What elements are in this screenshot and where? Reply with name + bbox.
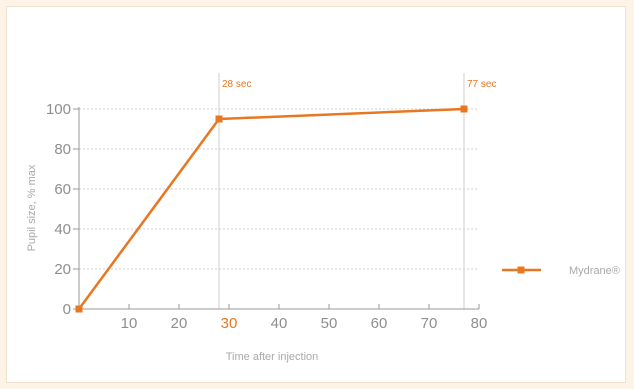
series-line-0 — [77, 107, 465, 310]
y-tick-label-80: 80 — [54, 141, 71, 158]
axes — [73, 107, 480, 310]
x-tick-label-40: 40 — [271, 315, 288, 332]
series-layer — [75, 105, 468, 313]
gridlines — [79, 108, 479, 270]
x-tick-label-70: 70 — [421, 315, 438, 332]
y-tick-label-100: 100 — [46, 101, 71, 118]
annotation-label-77: 77 sec — [467, 79, 496, 90]
x-tick-label-30: 30 — [221, 315, 238, 332]
y-axis-label: Pupil size, % max — [26, 164, 38, 251]
legend-marker — [517, 266, 525, 274]
legend: Mydrane® — [502, 265, 620, 277]
x-tick-label-10: 10 — [121, 315, 138, 332]
data-point-1 — [215, 115, 223, 123]
x-tick-label-50: 50 — [321, 315, 338, 332]
x-tick-label-80: 80 — [471, 315, 488, 332]
annotation-label-28: 28 sec — [222, 79, 251, 90]
x-axis-label: Time after injection — [226, 351, 319, 363]
data-point-2 — [460, 105, 468, 113]
y-tick-label-40: 40 — [54, 221, 71, 238]
x-tick-label-60: 60 — [371, 315, 388, 332]
y-tick-label-20: 20 — [54, 261, 71, 278]
x-tick-label-20: 20 — [171, 315, 188, 332]
y-tick-label-60: 60 — [54, 181, 71, 198]
data-point-0 — [75, 305, 83, 313]
tick-labels: 0 20 40 60 80 100 10 20 30 40 50 60 70 80 — [46, 101, 487, 332]
chart-panel — [6, 6, 626, 383]
legend-label: Mydrane® — [569, 265, 620, 277]
y-tick-label-0: 0 — [63, 301, 71, 318]
